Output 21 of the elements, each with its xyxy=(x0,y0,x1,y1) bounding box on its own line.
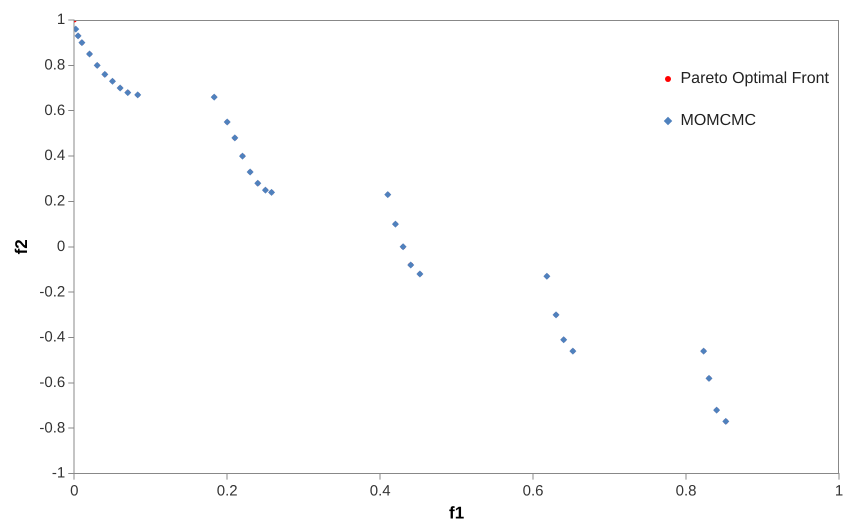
y-tick-label: 0.4 xyxy=(44,147,66,164)
x-tick-label: 0.2 xyxy=(216,482,238,500)
x-tick-label: 1 xyxy=(834,482,844,500)
y-tick-label: 0 xyxy=(56,238,66,255)
legend-label: Pareto Optimal Front xyxy=(680,70,829,88)
y-tick-label: 0.6 xyxy=(44,102,66,119)
y-axis-title: f2 xyxy=(12,239,31,254)
y-tick-label: -0.8 xyxy=(39,419,66,436)
y-tick-label: -0.6 xyxy=(39,374,66,392)
x-tick-label: 0.8 xyxy=(676,482,696,500)
y-tick-label: -0.4 xyxy=(39,328,66,346)
y-tick-label: 0.8 xyxy=(44,56,66,74)
x-tick-label: 0.6 xyxy=(522,482,544,500)
x-tick-label: 0 xyxy=(70,482,78,500)
y-tick-label: 0.2 xyxy=(44,192,66,210)
y-tick-label: -0.2 xyxy=(39,283,66,300)
x-tick-label: 0.4 xyxy=(370,482,391,500)
y-tick-label: -1 xyxy=(52,464,66,482)
x-axis-title: f1 xyxy=(449,503,464,522)
legend-label: MOMCMC xyxy=(680,112,756,130)
y-tick-label: 1 xyxy=(56,11,66,28)
